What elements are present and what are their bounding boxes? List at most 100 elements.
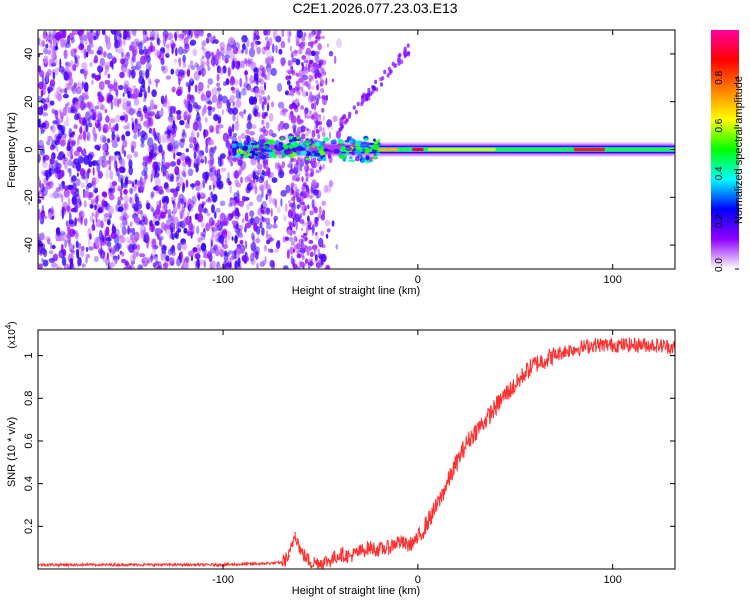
spectrogram-noise-cell	[75, 86, 82, 95]
spectrogram-noise-cell	[68, 76, 74, 86]
spectrogram-onset-cell	[236, 148, 240, 155]
spectrogram-noise-cell	[127, 180, 133, 185]
spectrogram-noise-cell	[210, 260, 214, 269]
spectrogram-noise-cell	[99, 57, 105, 68]
spectrogram-noise-cell	[87, 227, 92, 237]
spectrogram-noise-cell	[167, 248, 173, 256]
spectrogram-noise-cell	[148, 127, 152, 134]
spectrogram-noise-cell	[295, 72, 298, 77]
spectrogram-noise-cell	[85, 175, 89, 184]
spectrogram-noise-cell	[316, 74, 321, 78]
spectrogram-noise-cell	[65, 82, 70, 91]
spectrogram-noise-cell	[83, 200, 87, 208]
spectrogram-noise-cell	[200, 231, 206, 237]
spectrogram-noise-cell	[288, 60, 294, 65]
spectrogram-noise-cell	[243, 81, 249, 89]
spectrogram-noise-cell	[164, 162, 171, 168]
spectrogram-noise-cell	[57, 266, 63, 269]
spectrogram-noise-cell	[210, 247, 216, 254]
spectrogram-noise-cell	[281, 30, 285, 38]
colorbar-tick-label: 0.2	[714, 214, 725, 228]
spectrogram-noise-cell	[136, 110, 142, 118]
spectrogram-noise-cell	[94, 236, 101, 247]
spectrogram-noise-cell	[151, 223, 154, 233]
spectrogram-noise-cell	[294, 98, 300, 105]
spectrogram-noise-cell	[75, 240, 79, 249]
snr-data-point	[348, 555, 351, 557]
spectrogram-noise-cell	[234, 201, 236, 211]
snr-data-point	[387, 546, 390, 549]
spectrogram-noise-cell	[66, 205, 71, 212]
spectrogram-noise-cell	[296, 253, 302, 259]
spectrogram-noise-cell	[242, 43, 246, 51]
spectrogram-noise-cell	[90, 108, 95, 114]
spectrogram-noise-cell	[266, 102, 270, 112]
snr-x-tick-label: 0	[415, 574, 421, 586]
spectrogram-noise-cell	[57, 192, 62, 199]
spectrogram-y-tick-label: 40	[23, 48, 35, 60]
spectrogram-onset-cell	[305, 140, 311, 144]
spectrogram-noise-cell	[309, 59, 314, 65]
spectrogram-noise-cell	[121, 63, 128, 73]
spectrogram-noise-cell	[245, 186, 252, 194]
spectrogram-noise-cell	[231, 236, 234, 241]
snr-y-tick-label: 0.6	[23, 433, 35, 448]
spectrogram-noise-cell	[257, 207, 263, 216]
spectrogram-noise-cell	[123, 80, 130, 90]
spectrogram-noise-cell	[265, 100, 270, 106]
spectrogram-noise-cell	[253, 72, 259, 81]
snr-data-point	[553, 354, 555, 357]
spectrogram-noise-cell	[139, 69, 143, 78]
spectrogram-noise-cell	[85, 51, 89, 58]
spectrogram-noise-cell	[210, 51, 215, 57]
spectrogram-noise-cell	[79, 168, 86, 177]
spectrogram-noise-cell	[196, 225, 200, 235]
spectrogram-noise-cell	[165, 52, 170, 58]
spectrogram-noise-cell	[68, 212, 72, 222]
spectrogram-noise-cell	[38, 81, 44, 90]
colorbar-label: Normalized spectral amplitude	[733, 76, 745, 224]
spectrogram-noise-cell	[56, 86, 62, 96]
spectrogram-onset-cell	[327, 153, 331, 159]
spectrogram-noise-cell	[59, 111, 64, 120]
spectrogram-noise-cell	[288, 103, 294, 110]
spectrogram-noise-cell	[250, 41, 255, 49]
spectrogram-noise-cell	[103, 213, 110, 218]
spectrogram-noise-cell	[201, 61, 207, 66]
spectrogram-noise-cell	[308, 128, 311, 134]
spectrogram-noise-cell	[243, 58, 248, 65]
spectrogram-noise-cell	[172, 206, 178, 214]
spectrogram-noise-cell	[69, 261, 74, 269]
spectrogram-noise-cell	[46, 73, 49, 83]
spectrogram-noise-cell	[129, 187, 134, 195]
spectrogram-noise-cell	[292, 208, 295, 215]
spectrogram-noise-cell	[267, 188, 272, 194]
spectrogram-noise-cell	[128, 159, 133, 169]
spectrogram-noise-cell	[187, 113, 191, 121]
spectrogram-noise-cell	[228, 36, 235, 46]
spectrogram-noise-cell	[83, 190, 90, 198]
spectrogram-noise-cell	[207, 78, 214, 85]
spectrogram-noise-cell	[135, 244, 141, 251]
spectrogram-noise-cell	[205, 145, 209, 154]
spectrogram-noise-cell	[303, 110, 308, 116]
spectrogram-noise-cell	[289, 111, 293, 115]
spectrogram-noise-cell	[318, 254, 324, 260]
spectrogram-noise-cell	[169, 257, 175, 266]
spectrogram-noise-cell	[63, 71, 69, 81]
spectrogram-noise-cell	[318, 206, 322, 215]
spectrogram-noise-cell	[303, 68, 307, 76]
spectrogram-noise-cell	[290, 167, 293, 173]
spectrogram-noise-cell	[404, 50, 408, 55]
spectrogram-noise-cell	[268, 171, 274, 179]
spectrogram-noise-cell	[61, 180, 66, 186]
spectrogram-noise-cell	[250, 258, 256, 266]
snr-data-point	[358, 551, 361, 553]
snr-data-point	[543, 359, 546, 361]
spectrogram-noise-cell	[315, 80, 319, 84]
spectrogram-noise-cell	[75, 187, 79, 193]
spectrogram-noise-cell	[54, 109, 59, 120]
spectrogram-noise-cell	[104, 71, 108, 76]
spectrogram-noise-cell	[71, 85, 78, 95]
spectrogram-noise-cell	[58, 129, 63, 139]
